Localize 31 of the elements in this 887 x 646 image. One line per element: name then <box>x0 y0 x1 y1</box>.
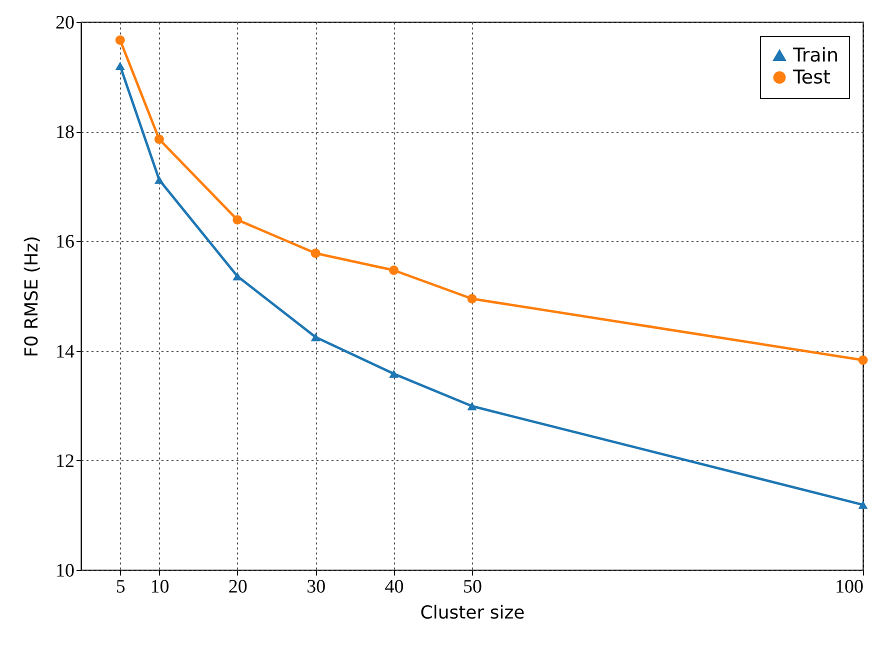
x-axis-title: Cluster size <box>420 602 525 624</box>
x-tick-label: 10 <box>150 576 170 598</box>
point <box>389 370 399 378</box>
legend-label: Train <box>792 44 839 66</box>
y-tick-label: 16 <box>56 232 74 253</box>
y-tick-label: 10 <box>56 560 74 582</box>
point <box>310 248 320 258</box>
x-tick-label: 20 <box>228 576 248 598</box>
point <box>154 176 164 184</box>
point <box>115 35 125 45</box>
x-tick-label: 100 <box>835 576 864 598</box>
x-tick-label: 30 <box>306 576 326 598</box>
point <box>858 355 868 365</box>
point <box>389 266 399 275</box>
y-tick-label: 14 <box>56 341 75 362</box>
point <box>232 272 242 280</box>
y-tick-label: 20 <box>56 12 74 34</box>
point <box>232 215 242 225</box>
point <box>858 500 868 509</box>
point <box>467 402 477 410</box>
x-tick-label: 40 <box>384 576 404 598</box>
x-tick-label: 5 <box>116 576 126 598</box>
y-tick-label: 18 <box>56 122 74 144</box>
y-tick-label: 12 <box>56 450 74 472</box>
x-tick-label: 50 <box>463 576 482 598</box>
point <box>154 134 164 144</box>
point <box>115 62 125 70</box>
point <box>467 294 477 304</box>
legend-label: Test <box>792 66 830 88</box>
y-axis-title: F0 RMSE (Hz) <box>22 236 42 358</box>
point <box>310 332 320 342</box>
